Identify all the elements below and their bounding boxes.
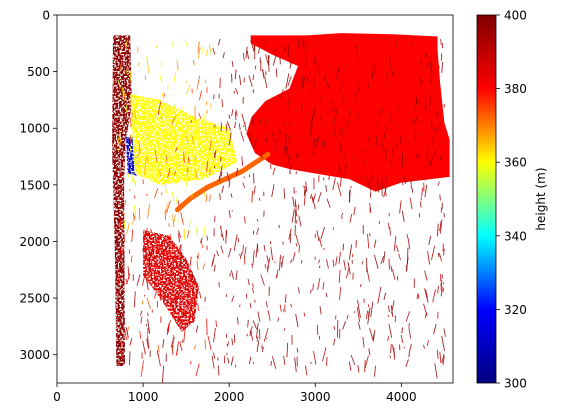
y-tick-label: 1500 <box>19 178 50 192</box>
region-lower-fan <box>143 230 199 332</box>
x-tick-label: 3000 <box>300 390 331 404</box>
plot-area <box>112 33 450 383</box>
region-lake <box>246 33 450 192</box>
colorbar-label: height (m) <box>534 167 548 230</box>
plot-frame <box>56 14 454 384</box>
region-channel <box>175 151 271 213</box>
texture-speckles <box>116 38 446 383</box>
colorbar-tick-label: 380 <box>504 82 527 96</box>
x-tick-label: 2000 <box>214 390 245 404</box>
y-tick-label: 2000 <box>19 235 50 249</box>
y-tick-label: 3000 <box>19 348 50 362</box>
colorbar-tick-label: 360 <box>504 156 527 170</box>
region-upper-fan <box>130 94 238 185</box>
colorbar-tick-label: 300 <box>504 377 527 391</box>
x-tick-label: 0 <box>53 390 61 404</box>
axes: 0 1000 2000 3000 4000 0 500 1000 1500 2000 2500 300… <box>19 9 454 404</box>
y-tick-label: 500 <box>27 65 50 79</box>
y-tick-label: 0 <box>42 9 50 23</box>
colorbar-tick-label: 320 <box>504 303 527 317</box>
region-dark-red-strip <box>112 35 132 367</box>
colorbar: 300 320 340 360 380 400 height (m) <box>476 9 548 391</box>
x-tick-label: 4000 <box>386 390 417 404</box>
y-tick-label: 1000 <box>19 122 50 136</box>
colorbar-tick-label: 400 <box>504 9 527 23</box>
colorbar-tick-label: 340 <box>504 229 527 243</box>
colorbar-gradient <box>476 14 497 384</box>
y-tick-label: 2500 <box>19 292 50 306</box>
x-tick-label: 1000 <box>128 390 159 404</box>
